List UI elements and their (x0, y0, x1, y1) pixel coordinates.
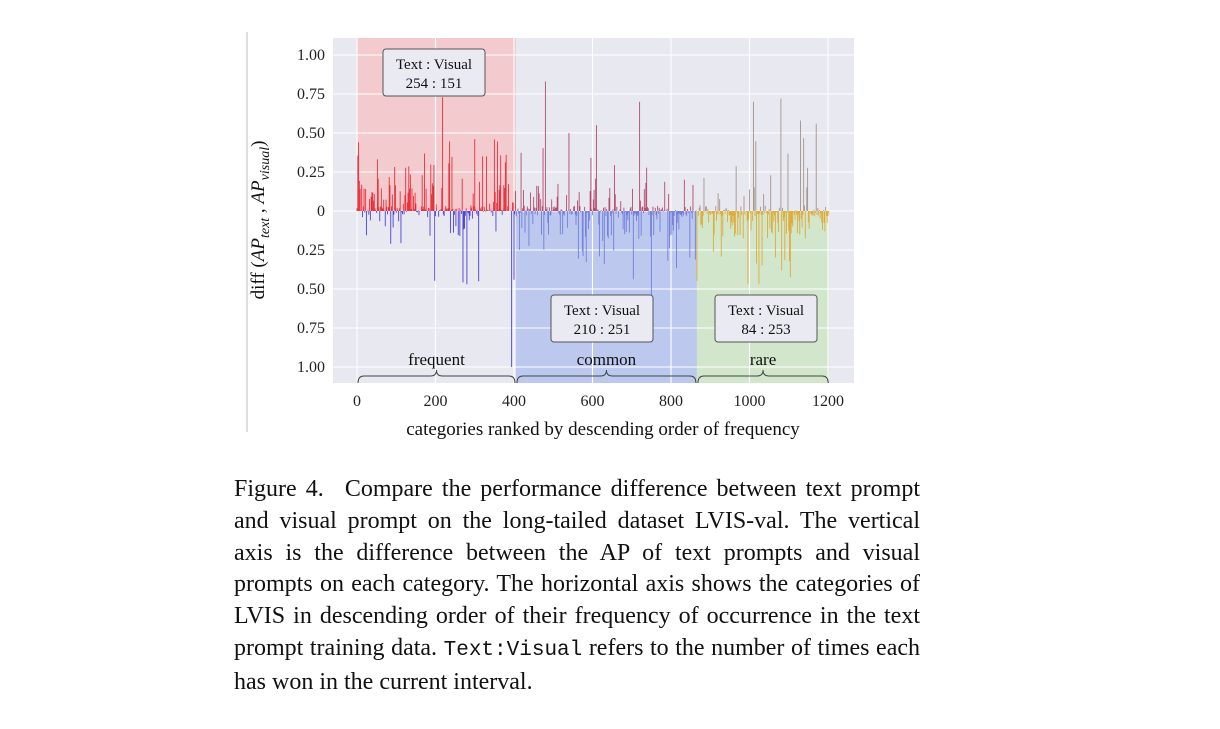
x-tick-labels: 0 200 400 600 800 1000 1200 (353, 393, 844, 410)
y-tick-label-7: 0.75 (297, 320, 325, 337)
group-label-rare: rare (750, 350, 776, 369)
win-box-value-rare: 84 : 253 (741, 322, 790, 338)
win-box-frame-rare (714, 294, 818, 343)
group-label-common: common (577, 350, 637, 369)
y-tick-labels: 1.00 0.75 0.50 0.25 0 0.25 0.50 0.75 1.00 (297, 47, 325, 376)
brace-frequent (357, 369, 516, 384)
x-tick-label-0: 0 (353, 393, 361, 410)
x-tick-label-1: 200 (424, 393, 448, 410)
group-label-frequent: frequent (408, 350, 465, 369)
win-box-label-common: Text : Visual (564, 303, 640, 319)
x-axis-label: categories ranked by descending order of… (406, 419, 800, 440)
caption-text-1: Compare the performance difference betwe… (234, 476, 920, 661)
win-box-label-frequent: Text : Visual (396, 57, 472, 73)
win-box-common: Text : Visual 210 : 251 (550, 294, 654, 343)
brace-rare (697, 369, 829, 384)
win-count-boxes: Text : Visual 254 : 151 Text : Visual 210 :… (382, 48, 818, 343)
y-tick-label-3: 0.25 (297, 164, 325, 181)
win-box-frequent: Text : Visual 254 : 151 (382, 48, 486, 97)
x-tick-label-3: 600 (581, 393, 605, 410)
win-box-label-rare: Text : Visual (728, 303, 804, 319)
y-label-sep: , (248, 204, 269, 218)
y-tick-label-8: 1.00 (297, 359, 325, 376)
y-tick-label-6: 0.50 (297, 281, 325, 298)
figure-chart: 1.00 0.75 0.50 0.25 0 0.25 0.50 0.75 1.00 0 200 40… (246, 32, 854, 440)
brace-common (516, 369, 697, 384)
chart-svg: 1.00 0.75 0.50 0.25 0 0.25 0.50 0.75 1.00 0 200 40… (246, 32, 854, 440)
y-tick-label-0: 1.00 (297, 47, 325, 64)
caption-label: Figure 4. (234, 476, 324, 502)
win-box-value-frequent: 254 : 151 (406, 76, 463, 92)
y-label-sub-text: text (258, 217, 273, 238)
x-tick-label-6: 1200 (812, 393, 844, 410)
caption-text-2: refers to the number of times each has w… (234, 634, 921, 695)
y-label-sub-visual: visual (258, 147, 273, 181)
figure-caption: Figure 4. Compare the performance differ… (234, 474, 920, 699)
y-label-suffix: ) (248, 141, 269, 147)
y-label-ap-visual: AP (248, 180, 269, 206)
bars (356, 81, 830, 367)
y-axis-label: diff (APtext , APvisual) (248, 141, 273, 300)
y-label-ap-text: AP (248, 238, 269, 264)
y-label-prefix: diff ( (248, 261, 269, 299)
win-box-frame-frequent (382, 48, 486, 97)
caption-code: Text:Visual (443, 638, 583, 662)
group-braces: frequent common rare (357, 350, 829, 384)
x-tick-label-5: 1000 (734, 393, 766, 410)
x-tick-label-2: 400 (502, 393, 526, 410)
y-tick-label-2: 0.50 (297, 125, 325, 142)
win-box-value-common: 210 : 251 (574, 322, 631, 338)
win-box-rare: Text : Visual 84 : 253 (714, 294, 818, 343)
y-tick-label-4: 0 (317, 203, 325, 220)
win-box-frame-common (550, 294, 654, 343)
y-tick-label-5: 0.25 (297, 242, 325, 259)
y-tick-label-1: 0.75 (297, 86, 325, 103)
x-tick-label-4: 800 (659, 393, 683, 410)
